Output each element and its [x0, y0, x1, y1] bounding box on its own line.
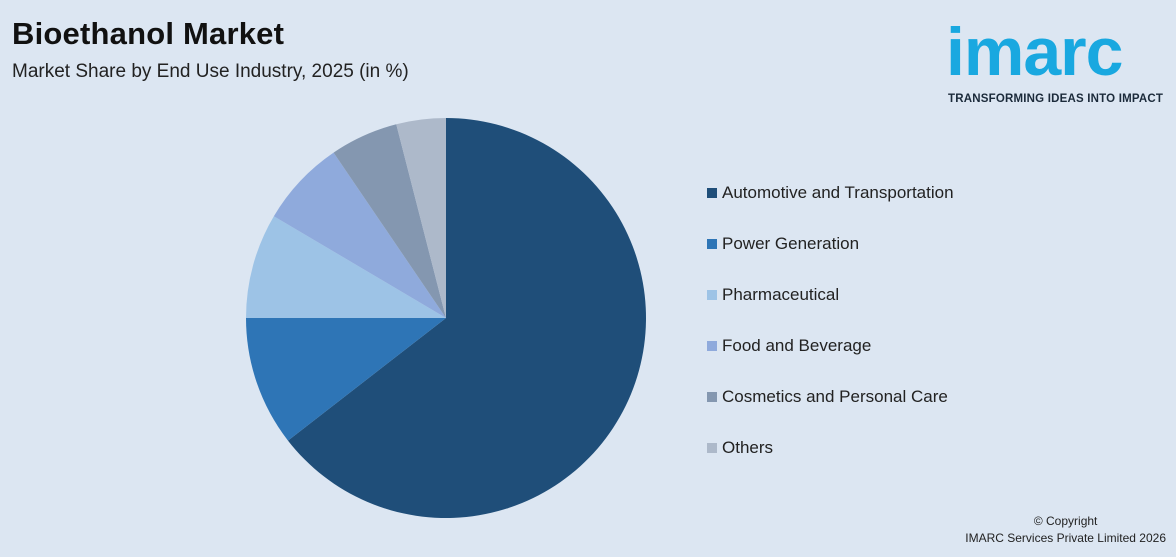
pie-slice-cosmetics-and-personal-care [333, 124, 446, 318]
legend-swatch [707, 392, 717, 402]
legend-label: Cosmetics and Personal Care [722, 387, 948, 406]
legend-swatch [707, 188, 717, 198]
legend-swatch [707, 239, 717, 249]
legend-swatch [707, 443, 717, 453]
pie-slice-automotive-and-transportation [287, 117, 647, 518]
legend-label: Food and Beverage [722, 336, 872, 355]
chart-subtitle: Market Share by End Use Industry, 2025 (… [12, 61, 409, 82]
legend-label: Automotive and Transportation [722, 183, 954, 202]
copyright-line: © Copyright [1033, 514, 1098, 528]
logo-tagline: TRANSFORMING IDEAS INTO IMPACT [948, 93, 1164, 105]
chart-title: Bioethanol Market [12, 16, 285, 51]
logo-wordmark: imarc [946, 14, 1123, 90]
pie-slice-pharmaceutical [246, 216, 446, 318]
pie-slice-others [396, 118, 446, 318]
pie-slice-power-generation [246, 318, 446, 441]
legend-label: Pharmaceutical [722, 285, 840, 304]
legend-swatch [707, 341, 717, 351]
legend-swatch [707, 290, 717, 300]
legend-label: Power Generation [722, 234, 860, 253]
legend-label: Others [722, 438, 774, 457]
copyright-company: IMARC Services Private Limited 2026 [965, 531, 1166, 545]
copyright-notice: © Copyright IMARC Services Private Limit… [965, 513, 1166, 547]
imarc-logo: imarc TRANSFORMING IDEAS INTO IMPACT [946, 12, 1170, 108]
pie-slice-food-and-beverage [273, 152, 446, 318]
